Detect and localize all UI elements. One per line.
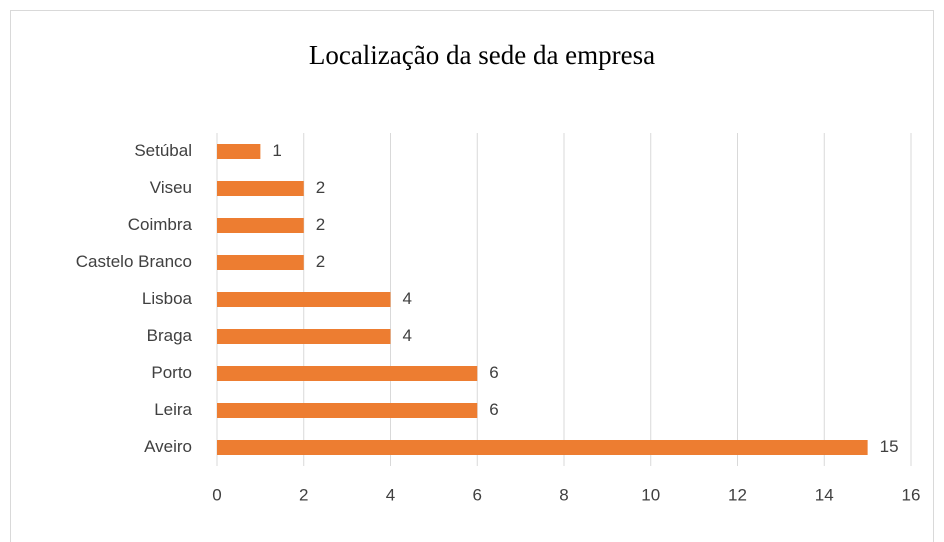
data-label: 2 (316, 252, 325, 271)
x-tick-label: 16 (902, 485, 921, 504)
data-label: 6 (489, 400, 498, 419)
bar (217, 440, 868, 455)
y-tick-label: Lisboa (142, 289, 193, 308)
x-tick-label: 2 (299, 485, 308, 504)
data-label: 2 (316, 178, 325, 197)
bar (217, 181, 304, 196)
y-tick-label: Castelo Branco (76, 252, 192, 271)
bar (217, 144, 261, 159)
data-label: 1 (272, 141, 281, 160)
y-tick-label: Coimbra (128, 215, 193, 234)
x-tick-label: 14 (815, 485, 834, 504)
data-label: 6 (489, 363, 498, 382)
bar (217, 329, 391, 344)
x-tick-label: 6 (473, 485, 482, 504)
bar (217, 255, 304, 270)
chart-title: Localização da sede da empresa (309, 40, 655, 70)
y-tick-label: Porto (151, 363, 192, 382)
x-tick-label: 12 (728, 485, 747, 504)
data-label: 2 (316, 215, 325, 234)
data-label: 4 (403, 326, 412, 345)
y-tick-label: Braga (147, 326, 193, 345)
data-label: 4 (403, 289, 412, 308)
bar (217, 403, 478, 418)
x-tick-label: 8 (559, 485, 568, 504)
x-tick-label: 0 (212, 485, 221, 504)
data-label: 15 (880, 437, 899, 456)
y-tick-label: Leira (154, 400, 192, 419)
y-tick-label: Aveiro (144, 437, 192, 456)
y-tick-label: Viseu (150, 178, 192, 197)
x-tick-label: 10 (641, 485, 660, 504)
bar (217, 218, 304, 233)
bar (217, 366, 478, 381)
chart-border (10, 10, 934, 542)
bar (217, 292, 391, 307)
y-tick-label: Setúbal (134, 141, 192, 160)
x-tick-label: 4 (386, 485, 395, 504)
